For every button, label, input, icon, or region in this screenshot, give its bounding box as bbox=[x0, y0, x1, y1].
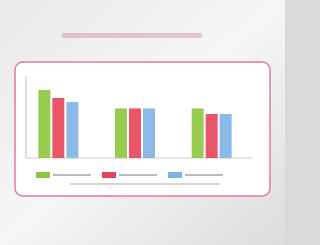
bar bbox=[143, 108, 155, 158]
legend-text-blur bbox=[119, 174, 157, 176]
bar bbox=[115, 108, 127, 158]
legend-swatch bbox=[168, 172, 182, 178]
note-blur bbox=[70, 183, 220, 185]
bar bbox=[66, 102, 78, 158]
bar bbox=[129, 108, 141, 158]
slide-photo bbox=[0, 0, 285, 245]
legend-swatch bbox=[102, 172, 116, 178]
bar bbox=[220, 114, 232, 158]
bar bbox=[38, 90, 50, 158]
legend-text-blur bbox=[53, 174, 91, 176]
bar bbox=[52, 98, 64, 158]
title-blur bbox=[62, 33, 202, 38]
legend-swatch bbox=[36, 172, 50, 178]
bar bbox=[192, 108, 204, 158]
bar bbox=[206, 114, 218, 158]
legend-text-blur bbox=[185, 174, 223, 176]
